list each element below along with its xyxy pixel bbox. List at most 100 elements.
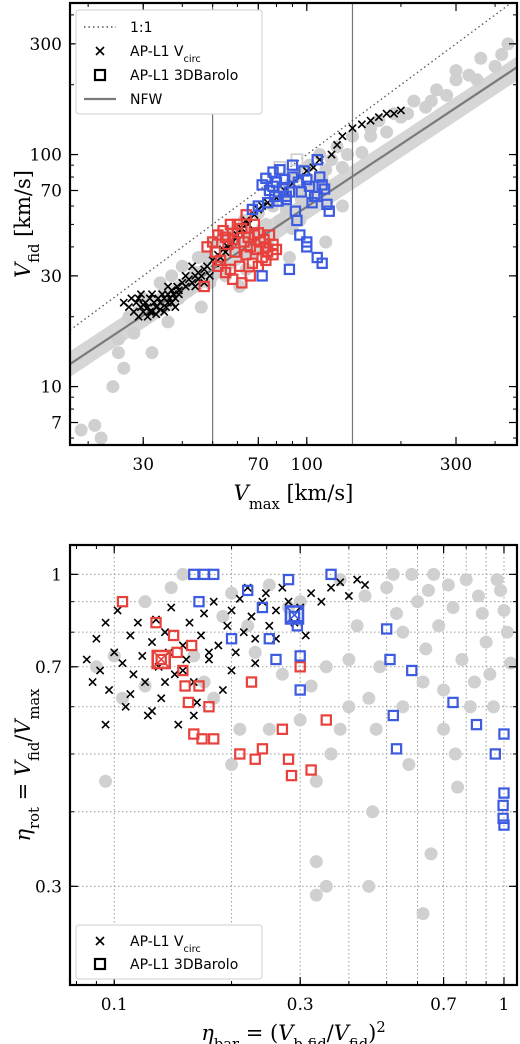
grey-data-point: [437, 722, 451, 736]
vcirc-x-point: [196, 631, 206, 640]
blue-3dbarolo-square: [318, 183, 331, 195]
x-tick-label: 0.1: [101, 995, 128, 1015]
blue-3dbarolo-square: [193, 595, 205, 608]
red-3dbarolo-square: [224, 263, 237, 276]
vcirc-x-point: [161, 302, 171, 312]
vcirc-x-point: [182, 655, 191, 664]
x-tick-label: 0.7: [430, 995, 457, 1015]
grey-data-point: [416, 907, 430, 921]
y-tick-label: 30: [40, 267, 62, 287]
red-3dbarolo-square: [305, 764, 317, 776]
vcirc-x-point: [101, 720, 110, 729]
vcirc-x-point: [95, 666, 105, 675]
red-3dbarolo-square: [212, 260, 224, 272]
grey-data-point: [333, 573, 347, 587]
legend-square-icon: [93, 957, 107, 971]
blue-3dbarolo-square: [316, 257, 328, 269]
grey-data-point: [407, 94, 421, 108]
grey-data-point: [419, 642, 433, 656]
red-3dbarolo-square: [267, 249, 279, 261]
grey-data-point: [471, 589, 485, 603]
vcirc-x-point: [327, 150, 336, 159]
grey-data-point: [138, 595, 152, 609]
red-3dbarolo-square: [155, 653, 167, 666]
vcirc-x-point: [348, 123, 357, 133]
red-3dbarolo-square: [171, 646, 183, 659]
vcirc-x-point: [231, 648, 240, 657]
vcirc-x-point: [214, 641, 223, 650]
blue-3dbarolo-square: [282, 573, 295, 586]
red-3dbarolo-square: [246, 257, 259, 269]
blue-3dbarolo-square: [387, 709, 399, 722]
red-3dbarolo-square: [167, 629, 180, 642]
vcirc-x-point: [326, 583, 336, 592]
grey-data-point: [372, 114, 386, 128]
grey-data-point: [164, 581, 178, 595]
grey-data-point: [449, 73, 463, 87]
vcirc-x-point: [92, 634, 101, 643]
grey-data-point: [362, 691, 376, 705]
grey-data-point: [446, 600, 460, 614]
legend: 1:1 AP-L1 Vcirc AP-L1 3DBarolo NFW: [75, 9, 263, 115]
grey-data-point: [115, 691, 129, 705]
vcirc-x-point: [204, 655, 214, 664]
grey-data-point: [333, 722, 347, 736]
red-3dbarolo-square: [193, 680, 205, 692]
vcirc-x-point: [357, 120, 367, 129]
vcirc-x-point: [301, 631, 310, 640]
grey-data-point: [437, 683, 451, 697]
blue-3dbarolo-square: [286, 159, 299, 171]
red-3dbarolo-square: [282, 753, 295, 765]
grey-data-point: [241, 619, 255, 633]
vcirc-x-point: [389, 109, 399, 118]
grey-data-point: [430, 83, 444, 97]
blue-3dbarolo-square: [280, 190, 292, 203]
vcirc-x-point: [101, 618, 110, 627]
blue-3dbarolo-square: [470, 718, 483, 731]
grey-data-point: [487, 700, 501, 714]
vcirc-x-point: [159, 307, 169, 316]
grey-data-point: [495, 47, 509, 61]
grey-data-point: [293, 713, 307, 727]
vcirc-x-point: [344, 591, 354, 601]
grey-data-point: [94, 431, 108, 445]
grey-data-point: [364, 129, 378, 143]
plot-area: [70, 3, 517, 445]
red-3dbarolo-square: [116, 595, 129, 608]
grey-data-point: [463, 700, 477, 714]
vcirc-x-point: [121, 702, 130, 711]
vcirc-x-point: [104, 685, 114, 695]
vcirc-x-point: [218, 685, 228, 695]
vcirc-x-point: [189, 711, 198, 720]
grey-data-point: [319, 660, 333, 674]
vcirc-x-point: [251, 634, 260, 643]
legend-label: 1:1: [130, 20, 153, 36]
grey-data-point: [441, 578, 455, 592]
vcirc-x-point: [352, 575, 362, 584]
grey-data-point: [161, 315, 175, 329]
y-tick-label: 10: [40, 378, 62, 398]
red-3dbarolo-square: [214, 254, 227, 267]
vcirc-x-point: [284, 597, 293, 606]
vcirc-x-point: [140, 677, 150, 687]
vcirc-x-point: [138, 651, 147, 661]
vcirc-x-point: [306, 589, 316, 598]
vcirc-x-point: [239, 628, 248, 637]
vcirc-x-point: [167, 603, 176, 612]
y-tick-label: 0.3: [35, 877, 62, 897]
blue-3dbarolo-square: [294, 229, 306, 241]
blue-3dbarolo-square: [447, 696, 459, 709]
grey-data-point: [325, 153, 339, 167]
legend-label: NFW: [130, 92, 163, 108]
red-3dbarolo-square: [229, 246, 241, 258]
vcirc-x-point: [235, 594, 244, 603]
blue-3dbarolo-square: [208, 568, 220, 581]
blue-3dbarolo-square: [384, 653, 396, 666]
blue-3dbarolo-square: [261, 197, 274, 209]
legend-x-icon: [95, 46, 105, 56]
red-3dbarolo-square: [245, 676, 258, 688]
blue-3dbarolo-square: [498, 728, 510, 740]
grey-data-point: [459, 573, 473, 587]
blue-3dbarolo-square: [256, 270, 268, 282]
grey-data-point: [127, 326, 141, 340]
